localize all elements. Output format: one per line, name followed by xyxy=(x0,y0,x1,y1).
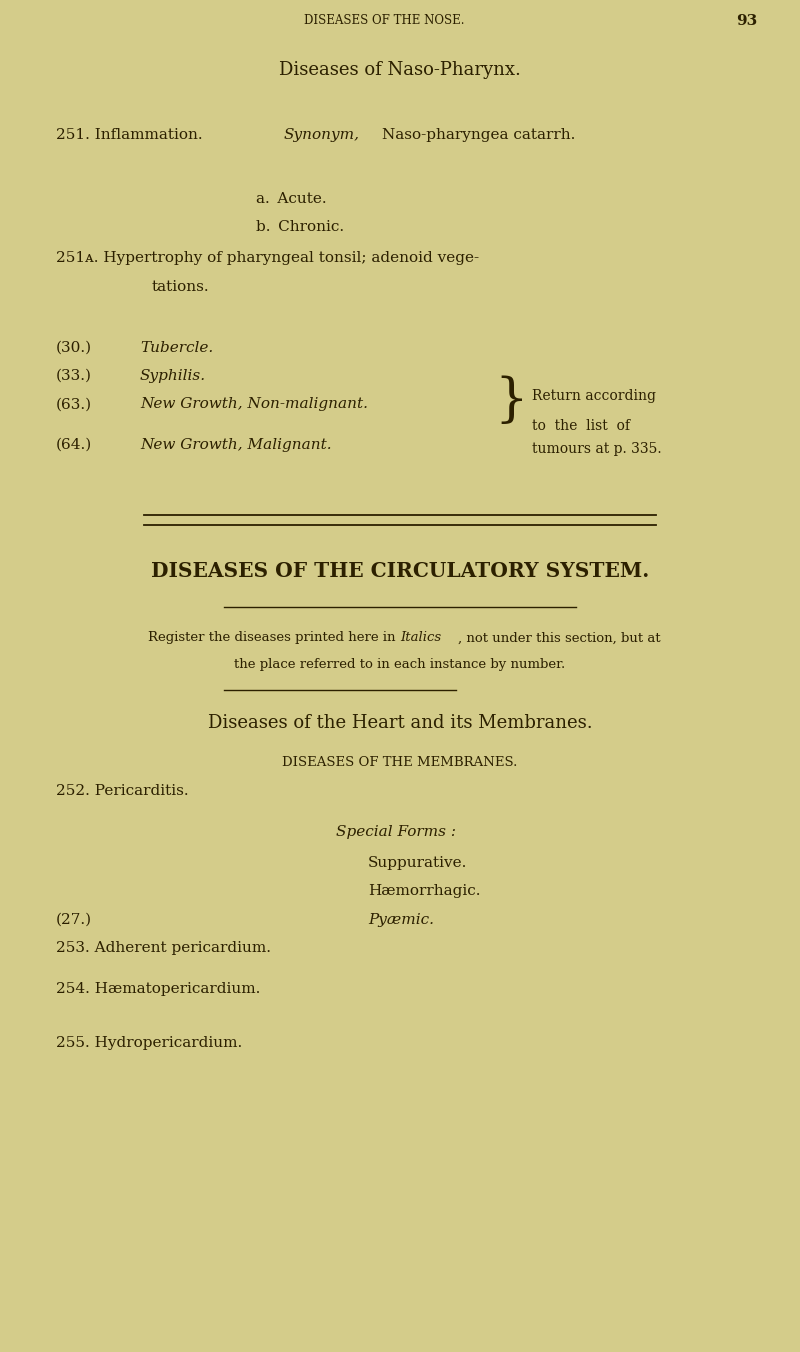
Text: 251. Inflammation.: 251. Inflammation. xyxy=(56,128,210,142)
Text: 255. Hydropericardium.: 255. Hydropericardium. xyxy=(56,1036,242,1049)
Text: Special Forms :: Special Forms : xyxy=(336,825,456,838)
Text: Hæmorrhagic.: Hæmorrhagic. xyxy=(368,884,481,898)
Text: to  the  list  of: to the list of xyxy=(532,419,630,433)
Text: Synonym,: Synonym, xyxy=(284,128,360,142)
Text: Diseases of the Heart and its Membranes.: Diseases of the Heart and its Membranes. xyxy=(208,714,592,731)
Text: tations.: tations. xyxy=(152,280,210,293)
Text: Italics: Italics xyxy=(400,631,441,645)
Text: (33.): (33.) xyxy=(56,369,92,383)
Text: a. Acute.: a. Acute. xyxy=(256,192,326,206)
Text: DISEASES OF THE CIRCULATORY SYSTEM.: DISEASES OF THE CIRCULATORY SYSTEM. xyxy=(151,561,649,581)
Text: (64.): (64.) xyxy=(56,438,92,452)
Text: Register the diseases printed here in: Register the diseases printed here in xyxy=(148,631,400,645)
Text: (27.): (27.) xyxy=(56,913,92,926)
Text: 254. Hæmatopericardium.: 254. Hæmatopericardium. xyxy=(56,982,260,995)
Text: 251ᴀ. Hypertrophy of pharyngeal tonsil; adenoid vege-: 251ᴀ. Hypertrophy of pharyngeal tonsil; … xyxy=(56,251,479,265)
Text: Pyæmic.: Pyæmic. xyxy=(368,913,434,926)
Text: Return according: Return according xyxy=(532,389,656,403)
Text: Diseases of Naso-Pharynx.: Diseases of Naso-Pharynx. xyxy=(279,61,521,78)
Text: DISEASES OF THE NOSE.: DISEASES OF THE NOSE. xyxy=(304,14,465,27)
Text: New Growth, Non‐malignant.: New Growth, Non‐malignant. xyxy=(140,397,368,411)
Text: (30.): (30.) xyxy=(56,341,92,354)
Text: , not under this section, but at: , not under this section, but at xyxy=(458,631,660,645)
Text: Syphilis.: Syphilis. xyxy=(140,369,206,383)
Text: Naso-pharyngea catarrh.: Naso-pharyngea catarrh. xyxy=(382,128,576,142)
Text: tumours at p. 335.: tumours at p. 335. xyxy=(532,442,662,456)
Text: Suppurative.: Suppurative. xyxy=(368,856,467,869)
Text: the place referred to in each instance by number.: the place referred to in each instance b… xyxy=(234,658,566,672)
Text: (63.): (63.) xyxy=(56,397,92,411)
Text: 252. Pericarditis.: 252. Pericarditis. xyxy=(56,784,189,798)
Text: 93: 93 xyxy=(736,14,758,27)
Text: DISEASES OF THE MEMBRANES.: DISEASES OF THE MEMBRANES. xyxy=(282,756,518,769)
Text: 253. Adherent pericardium.: 253. Adherent pericardium. xyxy=(56,941,271,955)
Text: }: } xyxy=(494,375,528,426)
Text: b. Chronic.: b. Chronic. xyxy=(256,220,344,234)
Text: Tubercle.: Tubercle. xyxy=(140,341,214,354)
Text: New Growth, Malignant.: New Growth, Malignant. xyxy=(140,438,332,452)
